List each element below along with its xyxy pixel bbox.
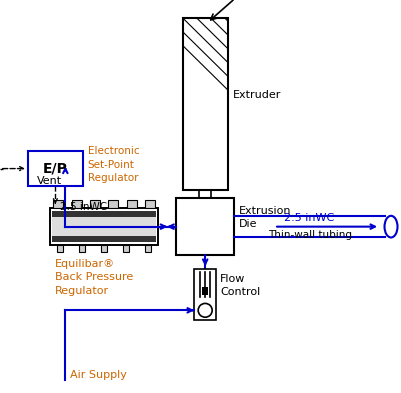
Text: 2.5 inWC: 2.5 inWC [284,213,334,223]
Bar [50,208,158,245]
Circle shape [198,303,212,317]
Bar [28,151,83,186]
Text: 2.5 inWC: 2.5 inWC [60,202,107,213]
Text: E/P: E/P [43,162,68,176]
Bar [52,217,156,237]
Text: Extruder: Extruder [232,90,280,101]
Bar [127,200,136,208]
Bar [123,245,129,252]
Bar [145,245,151,252]
Bar [52,211,156,217]
Text: Equilibar®
Back Pressure
Regulator: Equilibar® Back Pressure Regulator [55,259,133,296]
Bar [79,245,85,252]
Text: Air Supply: Air Supply [70,370,127,380]
Bar [202,287,208,295]
Ellipse shape [384,216,397,237]
Text: Vent: Vent [37,176,62,186]
Bar [71,200,81,208]
Bar [182,18,227,190]
Bar [145,200,155,208]
Text: Electronic
Set-Point
Regulator: Electronic Set-Point Regulator [87,147,139,183]
Bar [176,198,233,255]
Bar [101,245,107,252]
Text: Flow
Control: Flow Control [220,274,260,297]
Text: Extrusion
Die: Extrusion Die [239,206,291,229]
Bar [57,245,63,252]
Bar [90,200,100,208]
Bar [52,237,156,242]
Bar [194,269,216,320]
Bar [50,208,158,245]
Bar [53,200,63,208]
Bar [108,200,118,208]
Text: Thin-wall tubing: Thin-wall tubing [267,230,351,240]
